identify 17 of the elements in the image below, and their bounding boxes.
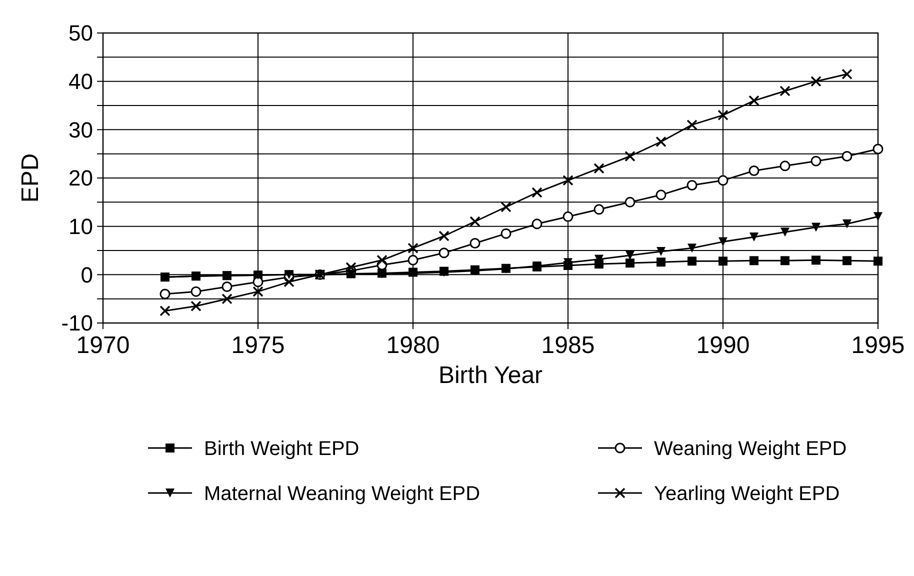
y-tick-label: 50 xyxy=(68,20,93,46)
y-tick-label: 30 xyxy=(68,117,93,142)
x-tick-label: 1975 xyxy=(231,332,285,359)
legend-label: Weaning Weight EPD xyxy=(654,438,847,460)
legend-label: Yearling Weight EPD xyxy=(654,483,840,505)
x-tick-label: 1995 xyxy=(851,332,905,359)
y-axis-title: EPD xyxy=(17,153,44,203)
legend-label: Birth Weight EPD xyxy=(204,438,360,460)
legend-label: Maternal Weaning Weight EPD xyxy=(204,483,480,505)
y-tick-label: 20 xyxy=(68,166,93,191)
x-axis-title: Birth Year xyxy=(438,362,543,389)
x-tick-label: 1980 xyxy=(386,332,440,359)
y-tick-label: 10 xyxy=(68,214,93,240)
y-tick-label: 40 xyxy=(68,69,93,94)
y-tick-label: 0 xyxy=(80,262,93,288)
x-tick-label: 1990 xyxy=(696,332,750,359)
x-tick-label: 1985 xyxy=(541,332,595,359)
